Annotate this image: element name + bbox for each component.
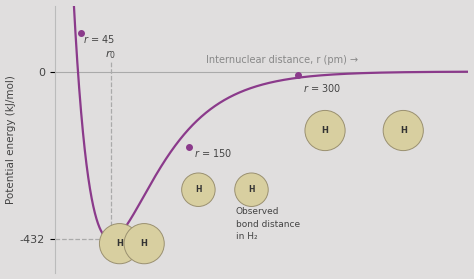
Text: $r$ = 74: $r$ = 74	[114, 246, 146, 258]
Text: $r_0$: $r_0$	[105, 48, 116, 61]
Text: H: H	[248, 185, 255, 194]
Text: H: H	[116, 239, 123, 248]
Text: H: H	[400, 126, 407, 135]
Text: Observed
bond distance
in H₂: Observed bond distance in H₂	[236, 208, 300, 241]
Text: H: H	[195, 185, 201, 194]
Y-axis label: Potential energy (kJ/mol): Potential energy (kJ/mol)	[6, 75, 16, 204]
Text: $r$ = 300: $r$ = 300	[303, 82, 341, 94]
Text: H: H	[141, 239, 147, 248]
Text: Internuclear distance, r (pm) →: Internuclear distance, r (pm) →	[206, 55, 358, 64]
Text: $r$ = 45: $r$ = 45	[82, 33, 115, 45]
Text: $r$ = 150: $r$ = 150	[194, 147, 233, 159]
Text: H: H	[321, 126, 328, 135]
